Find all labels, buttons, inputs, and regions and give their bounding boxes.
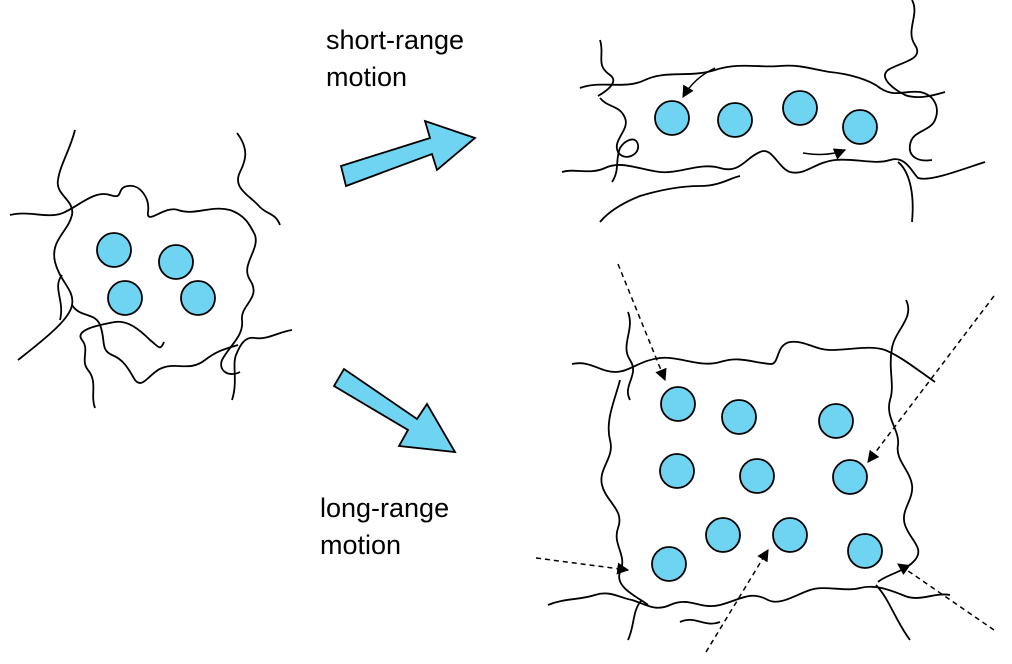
- chain: [679, 618, 721, 625]
- chain: [625, 311, 634, 401]
- chain: [9, 185, 179, 218]
- chain: [897, 161, 914, 223]
- chain: [579, 64, 938, 162]
- long-range-network: [547, 299, 951, 641]
- particle: [180, 280, 216, 316]
- down-arrow-icon: [332, 367, 457, 454]
- short-range-network: [561, 0, 986, 223]
- chain: [571, 340, 936, 383]
- particle: [818, 403, 854, 439]
- particle: [107, 280, 143, 316]
- particle: [842, 109, 878, 145]
- short-range-motion-arrows: [682, 67, 847, 160]
- long-range-label-line2: motion: [320, 530, 402, 560]
- particle: [158, 244, 194, 280]
- arrows: [332, 119, 477, 454]
- chain: [561, 150, 986, 180]
- chain: [600, 379, 649, 606]
- chain: [627, 599, 643, 641]
- chain: [599, 97, 639, 183]
- short-range-label-line1: short-range: [326, 25, 465, 55]
- motion-arrow: [897, 563, 995, 631]
- motion-arrow: [535, 557, 630, 575]
- chain: [884, 0, 946, 98]
- chain: [599, 175, 741, 223]
- particle: [721, 399, 757, 435]
- particle: [832, 459, 868, 495]
- short-range-motion-label: short-range motion: [326, 22, 464, 96]
- long-range-motion-arrows: [535, 263, 995, 653]
- chain: [177, 207, 257, 375]
- chain: [231, 329, 293, 401]
- particle: [739, 458, 775, 494]
- particle: [772, 517, 808, 553]
- chain: [875, 584, 911, 641]
- particle: [654, 100, 690, 136]
- motion-arrow: [705, 548, 769, 653]
- particle: [847, 533, 883, 569]
- short-range-label-line2: motion: [326, 62, 408, 92]
- particle: [651, 546, 687, 582]
- long-range-motion-label: long-range motion: [320, 490, 449, 564]
- chain: [547, 585, 951, 609]
- short-range-particles: [654, 90, 878, 145]
- motion-arrow: [802, 148, 847, 160]
- chain: [877, 299, 920, 583]
- motion-arrow: [682, 67, 716, 99]
- motion-arrow: [617, 263, 667, 382]
- chain: [597, 39, 615, 97]
- initial-particles: [96, 232, 216, 316]
- chain: [236, 132, 281, 226]
- particle: [660, 386, 696, 422]
- chain: [57, 274, 63, 321]
- chain: [79, 320, 165, 409]
- particle: [96, 232, 132, 268]
- particle: [717, 102, 753, 138]
- initial-network: [9, 129, 293, 409]
- particle: [705, 517, 741, 553]
- long-range-particles: [651, 386, 883, 582]
- chain: [17, 129, 76, 361]
- up-arrow-icon: [339, 119, 477, 188]
- particle: [659, 453, 695, 489]
- particle: [782, 90, 818, 126]
- long-range-label-line1: long-range: [320, 493, 450, 523]
- motion-arrow: [867, 295, 995, 463]
